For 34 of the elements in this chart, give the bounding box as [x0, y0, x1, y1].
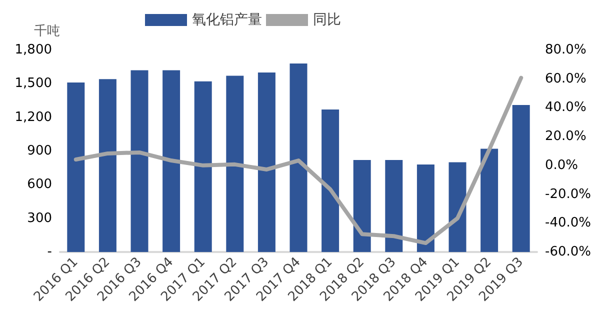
bar [322, 109, 340, 252]
y-tick-label: 300 [27, 210, 52, 226]
legend-label: 氧化铝产量 [192, 12, 262, 28]
y-axis-title: 千吨 [34, 24, 60, 39]
y2-tick-label: 60.0% [545, 71, 586, 86]
y-tick-label: 900 [27, 144, 52, 158]
legend-label: 同比 [313, 12, 341, 28]
y2-tick-label: 40.0% [545, 100, 586, 116]
bar [130, 70, 148, 252]
bar [98, 79, 116, 252]
bar [67, 82, 85, 252]
y2-tick-label: 0.0% [545, 158, 578, 173]
bar [290, 63, 308, 252]
bar [448, 162, 466, 252]
y-tick-label: - [47, 244, 52, 260]
bar [162, 70, 180, 252]
bar [258, 72, 276, 252]
y-tick-label: 1,800 [14, 42, 52, 58]
y2-tick-label: 20.0% [545, 129, 586, 144]
y2-tick-label: 80.0% [545, 42, 586, 58]
bar [480, 148, 498, 252]
y-tick-label: 1,200 [14, 110, 52, 125]
line-series [74, 76, 524, 246]
bar [512, 104, 530, 252]
bar [416, 164, 434, 252]
y2-tick-label: -40.0% [545, 216, 591, 231]
y-tick-label: 1,500 [14, 76, 52, 92]
bar [194, 81, 212, 252]
bar [226, 76, 244, 252]
bar [385, 160, 403, 252]
y2-tick-label: -60.0% [545, 244, 591, 260]
bar [353, 160, 371, 252]
y2-tick-label: -20.0% [545, 186, 591, 202]
y-tick-label: 600 [27, 177, 52, 192]
